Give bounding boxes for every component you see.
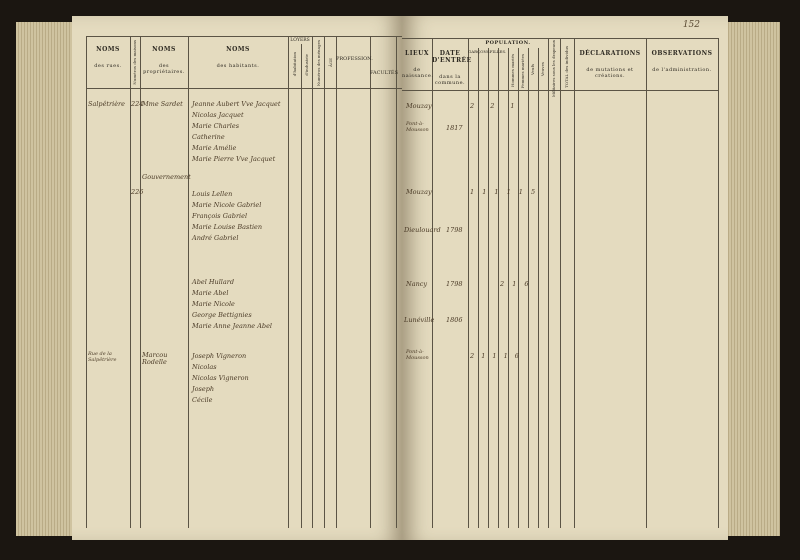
header-loyers-industrie: d'industrie — [304, 54, 309, 76]
entry-lieu: Lunéville — [404, 316, 435, 324]
entry-habitant: Nicolas Jacquet — [192, 111, 244, 119]
entry-habitant: Marie Anne Jeanne Abel — [192, 322, 273, 330]
left-page: NOMS des rues. Numéros des maisons NOMS de… — [72, 16, 402, 540]
entry-habitant: Marie Louise Bastien — [192, 223, 263, 231]
page-number: 152 — [682, 20, 700, 30]
page-edges-left — [16, 22, 74, 536]
header-noms-rues: NOMS des rues. — [94, 46, 122, 69]
header-numeros-menages: Numéros des ménages — [316, 40, 321, 87]
page-edges-right — [726, 22, 780, 536]
entry-lieu: Dieulouard — [404, 226, 441, 234]
header-veuves: Veuves — [540, 62, 545, 77]
entry-maison: 226 — [131, 188, 144, 196]
header-observations: OBSERVATIONS de l'administration. — [651, 50, 713, 73]
entry-lieu: Mouzay — [406, 188, 432, 196]
entry-habitant: Nicolas Vigneron — [192, 374, 249, 382]
entry-habitant: André Gabriel — [192, 234, 239, 242]
entry-habitant: Abel Hullard — [192, 278, 235, 286]
entry-counts: 1 1 1 1 1 5 — [470, 188, 536, 196]
entry-date: 1798 — [446, 280, 463, 288]
header-garcons: GARÇONS. — [468, 49, 491, 54]
entry-rue: Salpêtrière — [88, 100, 126, 108]
header-hommes-maries: Hommes mariés — [510, 54, 515, 87]
header-total: TOTAL des individus — [564, 46, 569, 88]
header-filles: FILLES. — [489, 49, 507, 54]
header-femmes-mariees: Femmes mariées — [520, 54, 525, 89]
header-loyers-habitation: d'habitation — [292, 52, 297, 77]
entry-habitant: Marie Pierre Vve Jacquet — [192, 155, 276, 163]
entry-habitant: Nicolas — [192, 363, 217, 371]
entry-counts: 2 2 1 — [470, 102, 515, 110]
entry-counts: 2 1 1 1 6 — [470, 352, 519, 360]
header-noms-proprietaires: NOMS des propriétaires. — [143, 46, 185, 75]
right-page: 152 LIEUX de naissance. DATE D'ENTRÉE dans… — [402, 16, 728, 540]
entry-habitant: Jeanne Aubert Vve Jacquet — [192, 100, 281, 108]
header-numeros-maisons: Numéros des maisons — [132, 40, 137, 85]
entry-date: 1798 — [446, 226, 463, 234]
entry-habitant: Marie Amélie — [192, 144, 237, 152]
entry-date: 1806 — [446, 316, 463, 324]
entry-habitant: Marie Nicole Gabriel — [192, 201, 262, 209]
header-veufs: Veufs — [530, 64, 535, 75]
entry-lieu: Pont-à-Mousson — [406, 349, 429, 361]
header-population: POPULATION. — [485, 40, 531, 46]
entry-habitant: Joseph Vigneron — [192, 352, 247, 360]
entry-habitant: Marie Charles — [192, 122, 240, 130]
header-age: ÂGE — [328, 58, 333, 68]
entry-proprietaire: Gouvernement — [142, 173, 191, 181]
header-noms-habitants: NOMS des habitants. — [216, 46, 260, 69]
entry-proprietaire: Mme Sardet — [142, 100, 183, 108]
entry-habitant: Joseph — [192, 385, 215, 393]
entry-maison: 224 — [131, 100, 144, 108]
entry-lieu: Mouzay — [406, 102, 432, 110]
entry-rue: Rue de la Salpêtrière — [88, 351, 117, 363]
header-militaires: Militaires sous les drapeaux — [551, 40, 556, 98]
entry-habitant: Catherine — [192, 133, 225, 141]
header-date-entree: DATE D'ENTRÉE dans la commune. — [432, 50, 472, 86]
header-facultes: FACULTÉS — [370, 70, 399, 76]
entry-habitant: Marie Abel — [192, 289, 229, 297]
entry-habitant: Cécile — [192, 396, 213, 404]
entry-proprietaire: Marcou Rodelle — [142, 351, 168, 367]
entry-lieu: Nancy — [406, 280, 428, 288]
header-loyers: LOYERS — [290, 38, 310, 43]
entry-habitant: Marie Nicole — [192, 300, 235, 308]
entry-date: 1817 — [446, 124, 463, 132]
entry-habitant: Louis Lellen — [192, 190, 233, 198]
header-declarations: DÉCLARATIONS de mutations et créations. — [579, 50, 641, 79]
entry-habitant: François Gabriel — [192, 212, 248, 220]
entry-habitant: George Bettignies — [192, 311, 252, 319]
entry-counts: 2 1 6 — [500, 280, 529, 288]
header-profession: PROFESSION. — [336, 56, 373, 62]
entry-lieu: Pont-à-Mousson — [406, 121, 429, 133]
header-lieux: LIEUX de naissance. — [402, 50, 434, 79]
